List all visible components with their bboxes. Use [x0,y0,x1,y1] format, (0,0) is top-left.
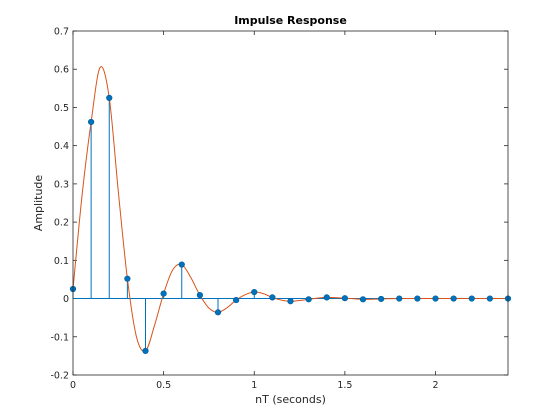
plot-area [73,31,508,375]
stem-marker [414,295,421,302]
stem-marker [432,295,439,302]
stem-marker [124,275,131,282]
stem-markers [69,94,512,355]
y-tick-label: 0.2 [54,218,69,229]
stem-marker [468,295,475,302]
chart-title: Impulse Response [234,14,347,27]
y-tick-label: 0 [63,294,69,305]
stem-marker [88,118,95,126]
plot-frame [72,30,509,376]
y-tick-label: 0.4 [54,141,69,152]
stem-marker [396,295,403,302]
stem-marker [305,296,312,303]
y-tick-label: 0.5 [54,103,69,114]
x-tick-label: 1.5 [337,380,352,391]
y-tick-label: 0.6 [54,65,69,76]
stem-marker [323,294,330,301]
stem-marker [214,309,222,316]
stem-marker [378,295,385,303]
y-tick-label: -0.2 [50,371,69,382]
stem-marker [196,292,203,299]
y-tick-label: 0.3 [54,179,69,190]
x-tick-label: 0.5 [156,380,171,391]
x-tick-label: 0 [70,380,76,391]
x-tick-label: 1 [251,380,257,391]
stem-marker [142,347,149,355]
stem-marker [486,295,493,302]
y-tick-label: -0.1 [50,332,69,343]
stem-marker [106,94,113,101]
stem-marker [287,298,294,305]
stem-marker [251,288,258,296]
stem-marker [269,294,276,301]
stem-marker [160,290,167,297]
x-axis-label: nT (seconds) [255,393,326,406]
stem-marker [359,296,367,303]
y-tick-label: 0.7 [54,27,69,38]
y-axis-label: Amplitude [32,175,45,232]
tick-labels: 0 0.5 1 1.5 2 -0.2 -0.1 0 0.1 0.2 0.3 0.4 0.5 0.6 0.7 [50,27,438,392]
stem-marker [178,261,185,268]
stem-marker [233,296,240,304]
x-tick-label: 2 [432,380,438,391]
stem-marker [450,295,457,302]
impulse-curve [72,66,508,352]
y-tick-label: 0.1 [54,256,69,267]
stem-marker [341,295,348,302]
